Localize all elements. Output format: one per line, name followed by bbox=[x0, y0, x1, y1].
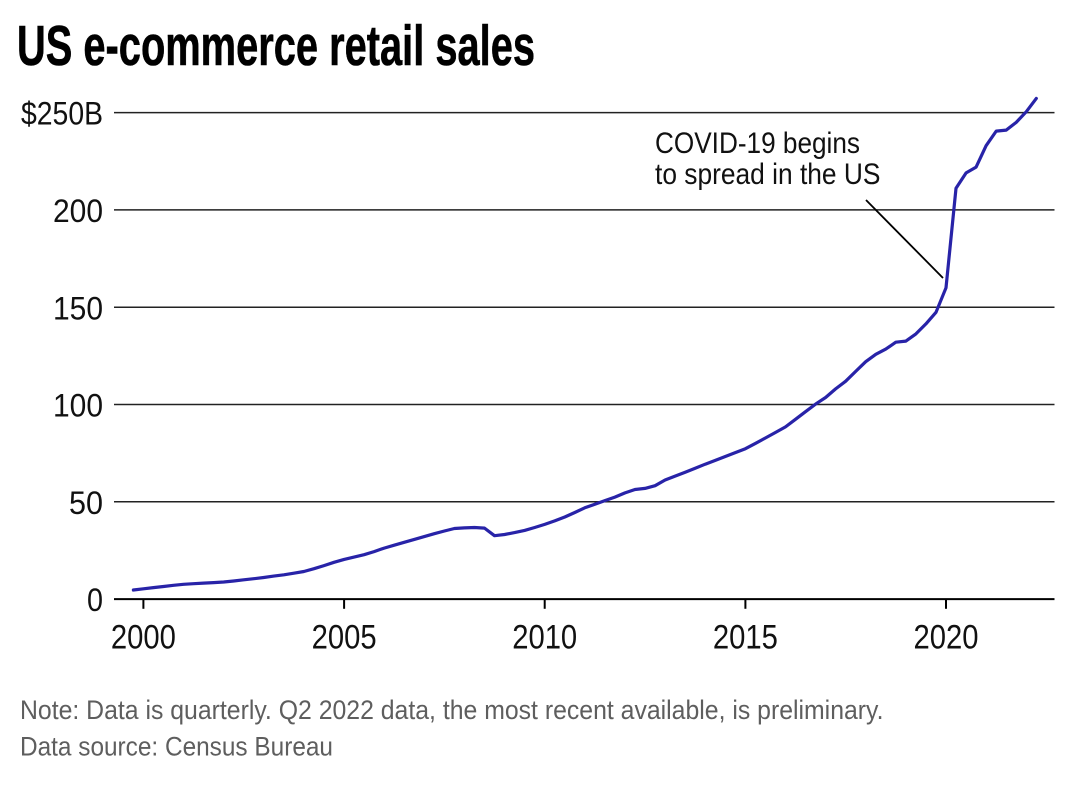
svg-text:50: 50 bbox=[69, 485, 103, 521]
svg-text:2005: 2005 bbox=[312, 619, 377, 657]
svg-text:2010: 2010 bbox=[512, 619, 577, 657]
svg-text:Note: Data is quarterly. Q2 20: Note: Data is quarterly. Q2 2022 data, t… bbox=[20, 695, 884, 725]
svg-text:150: 150 bbox=[53, 290, 103, 326]
svg-text:2000: 2000 bbox=[111, 619, 176, 657]
svg-text:200: 200 bbox=[53, 193, 103, 229]
svg-text:COVID-19 begins: COVID-19 begins bbox=[655, 127, 860, 160]
svg-text:$250B: $250B bbox=[21, 96, 103, 132]
svg-text:US e-commerce retail sales: US e-commerce retail sales bbox=[17, 14, 535, 78]
svg-text:Data source: Census Bureau: Data source: Census Bureau bbox=[20, 732, 333, 762]
svg-text:100: 100 bbox=[53, 388, 103, 424]
svg-text:to spread in the US: to spread in the US bbox=[655, 158, 881, 191]
svg-text:0: 0 bbox=[87, 582, 103, 618]
svg-text:2015: 2015 bbox=[713, 619, 778, 657]
svg-text:2020: 2020 bbox=[914, 619, 979, 657]
